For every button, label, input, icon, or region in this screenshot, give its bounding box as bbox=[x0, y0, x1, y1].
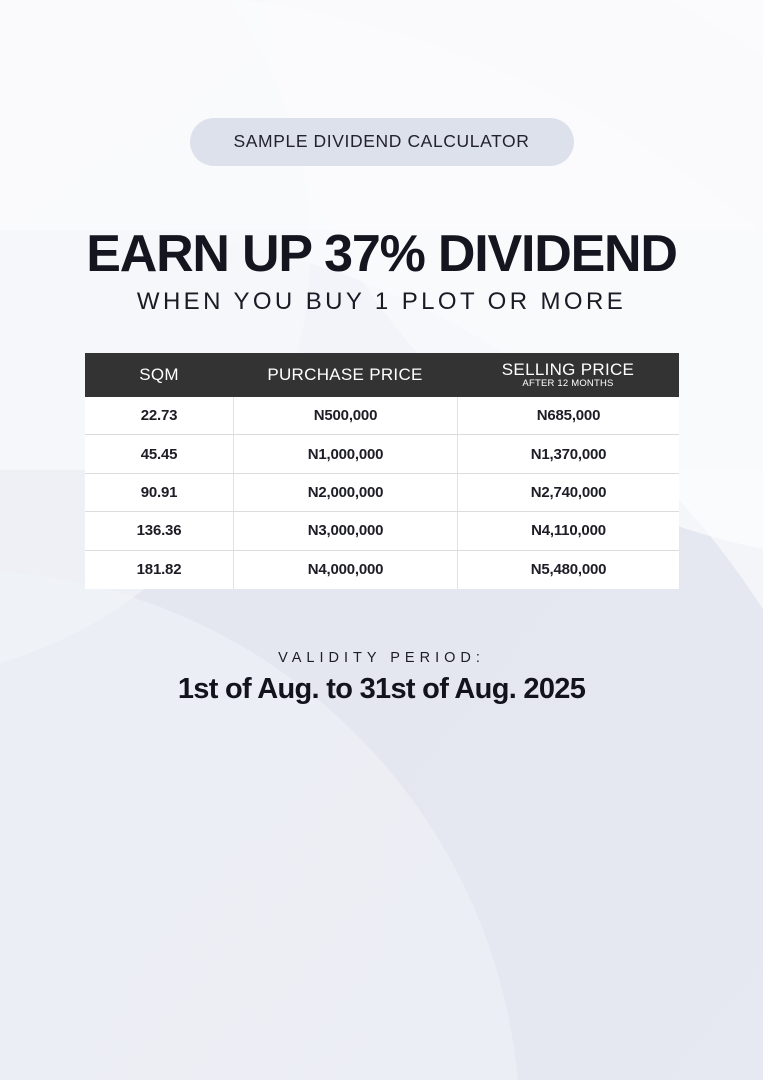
cell-purchase: N500,000 bbox=[233, 397, 457, 435]
table-header-row: SQM PURCHASE PRICE SELLING PRICE AFTER 1… bbox=[85, 353, 679, 397]
column-header-selling-price-sublabel: AFTER 12 MONTHS bbox=[522, 378, 614, 390]
table-row: 22.73 N500,000 N685,000 bbox=[85, 397, 679, 436]
page-subtitle: WHEN YOU BUY 1 PLOT OR MORE bbox=[136, 288, 627, 316]
cell-sqm: 90.91 bbox=[140, 483, 178, 501]
column-header-selling-price-label: SELLING PRICE bbox=[501, 359, 635, 379]
cell-sqm: 181.82 bbox=[136, 561, 182, 579]
table-row: 90.91 N2,000,000 N2,740,000 bbox=[85, 473, 679, 513]
page-title: EARN UP 37% DIVIDEND bbox=[86, 225, 678, 283]
validity-period-value: 1st of Aug. to 31st of Aug. 2025 bbox=[177, 673, 586, 705]
validity-container: VALIDITY PERIOD: 1st of Aug. to 31st of … bbox=[0, 650, 763, 706]
cell-selling: N685,000 bbox=[457, 397, 679, 435]
table-row: 45.45 N1,000,000 N1,370,000 bbox=[85, 435, 679, 474]
cell-sqm: 45.45 bbox=[140, 445, 178, 463]
table-row: 181.82 N4,000,000 N5,480,000 bbox=[85, 550, 679, 589]
cell-selling: N5,480,000 bbox=[457, 550, 679, 589]
column-header-purchase-price: PURCHASE PRICE bbox=[267, 365, 423, 385]
cell-purchase: N4,000,000 bbox=[233, 550, 457, 589]
table-body: 22.73 N500,000 N685,000 45.45 N1,000,000… bbox=[85, 397, 679, 589]
cell-purchase: N2,000,000 bbox=[233, 473, 457, 512]
cell-purchase: N1,000,000 bbox=[233, 435, 457, 473]
cell-selling: N1,370,000 bbox=[457, 435, 679, 473]
column-header-sqm: SQM bbox=[139, 365, 179, 385]
cell-sqm: 136.36 bbox=[136, 522, 182, 540]
cell-purchase: N3,000,000 bbox=[233, 512, 457, 550]
table-row: 136.36 N3,000,000 N4,110,000 bbox=[85, 512, 679, 551]
sample-calculator-badge: SAMPLE DIVIDEND CALCULATOR bbox=[189, 118, 574, 166]
cell-selling: N4,110,000 bbox=[457, 512, 679, 550]
cell-sqm: 22.73 bbox=[140, 407, 178, 425]
cell-selling: N2,740,000 bbox=[457, 473, 679, 512]
validity-period-label: VALIDITY PERIOD: bbox=[278, 650, 485, 666]
dividend-table: SQM PURCHASE PRICE SELLING PRICE AFTER 1… bbox=[85, 353, 679, 589]
column-header-selling-price: SELLING PRICE AFTER 12 MONTHS bbox=[457, 359, 679, 390]
badge-container: SAMPLE DIVIDEND CALCULATOR bbox=[0, 118, 763, 166]
headline-container: EARN UP 37% DIVIDEND WHEN YOU BUY 1 PLOT… bbox=[0, 225, 763, 316]
